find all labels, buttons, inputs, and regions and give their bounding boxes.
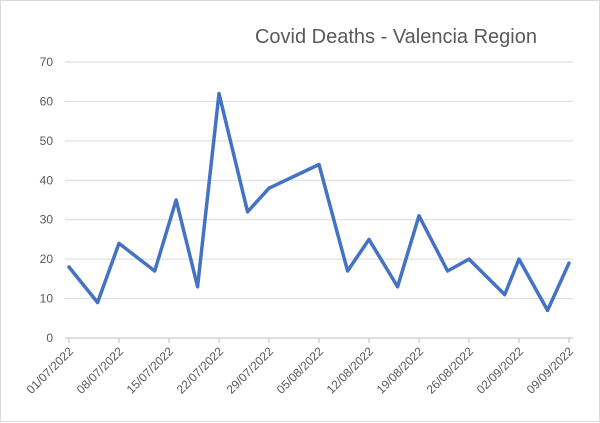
x-axis-ticks: 01/07/202208/07/202215/07/202222/07/2022…: [24, 338, 577, 397]
x-tick-label: 19/08/2022: [374, 344, 427, 397]
x-tick-label: 08/07/2022: [74, 344, 127, 397]
y-tick-label: 10: [40, 292, 54, 306]
data-point: [153, 269, 157, 273]
y-tick-label: 30: [40, 213, 54, 227]
data-point: [567, 261, 571, 265]
y-tick-label: 0: [46, 331, 53, 345]
x-tick-label: 02/09/2022: [474, 344, 527, 397]
data-point: [195, 285, 200, 289]
x-tick-label: 05/08/2022: [274, 344, 327, 397]
data-point: [245, 210, 250, 214]
chart-title: Covid Deaths - Valencia Region: [255, 26, 537, 48]
data-point: [503, 293, 507, 297]
data-point: [367, 237, 371, 242]
y-tick-label: 40: [40, 173, 54, 187]
data-point: [517, 257, 521, 261]
data-point: [417, 214, 421, 218]
x-tick-label: 12/08/2022: [324, 344, 377, 397]
y-tick-label: 70: [40, 55, 54, 69]
y-tick-label: 50: [40, 134, 54, 148]
x-tick-label: 26/08/2022: [424, 344, 477, 397]
series-line: [67, 91, 571, 313]
x-tick-label: 22/07/2022: [174, 344, 227, 397]
data-point: [467, 257, 471, 261]
data-point: [345, 269, 350, 273]
x-tick-label: 29/07/2022: [224, 344, 277, 397]
data-point: [267, 186, 271, 190]
x-tick-label: 15/07/2022: [124, 344, 177, 397]
y-tick-label: 20: [40, 252, 54, 266]
data-point: [174, 198, 178, 202]
x-tick-label: 09/09/2022: [524, 344, 577, 397]
y-tick-label: 60: [40, 94, 54, 108]
x-tick-label: 01/07/2022: [24, 344, 77, 397]
data-point: [445, 269, 450, 273]
gridlines: [65, 61, 573, 339]
y-axis-ticks: 0 10 20 30 40 50 60 70: [40, 55, 54, 345]
data-point: [317, 162, 321, 167]
data-point: [217, 91, 221, 96]
data-point: [545, 308, 550, 312]
series: [67, 91, 571, 313]
data-point: [67, 265, 71, 269]
data-point: [95, 300, 100, 305]
data-point: [117, 241, 121, 245]
data-point: [395, 285, 400, 289]
